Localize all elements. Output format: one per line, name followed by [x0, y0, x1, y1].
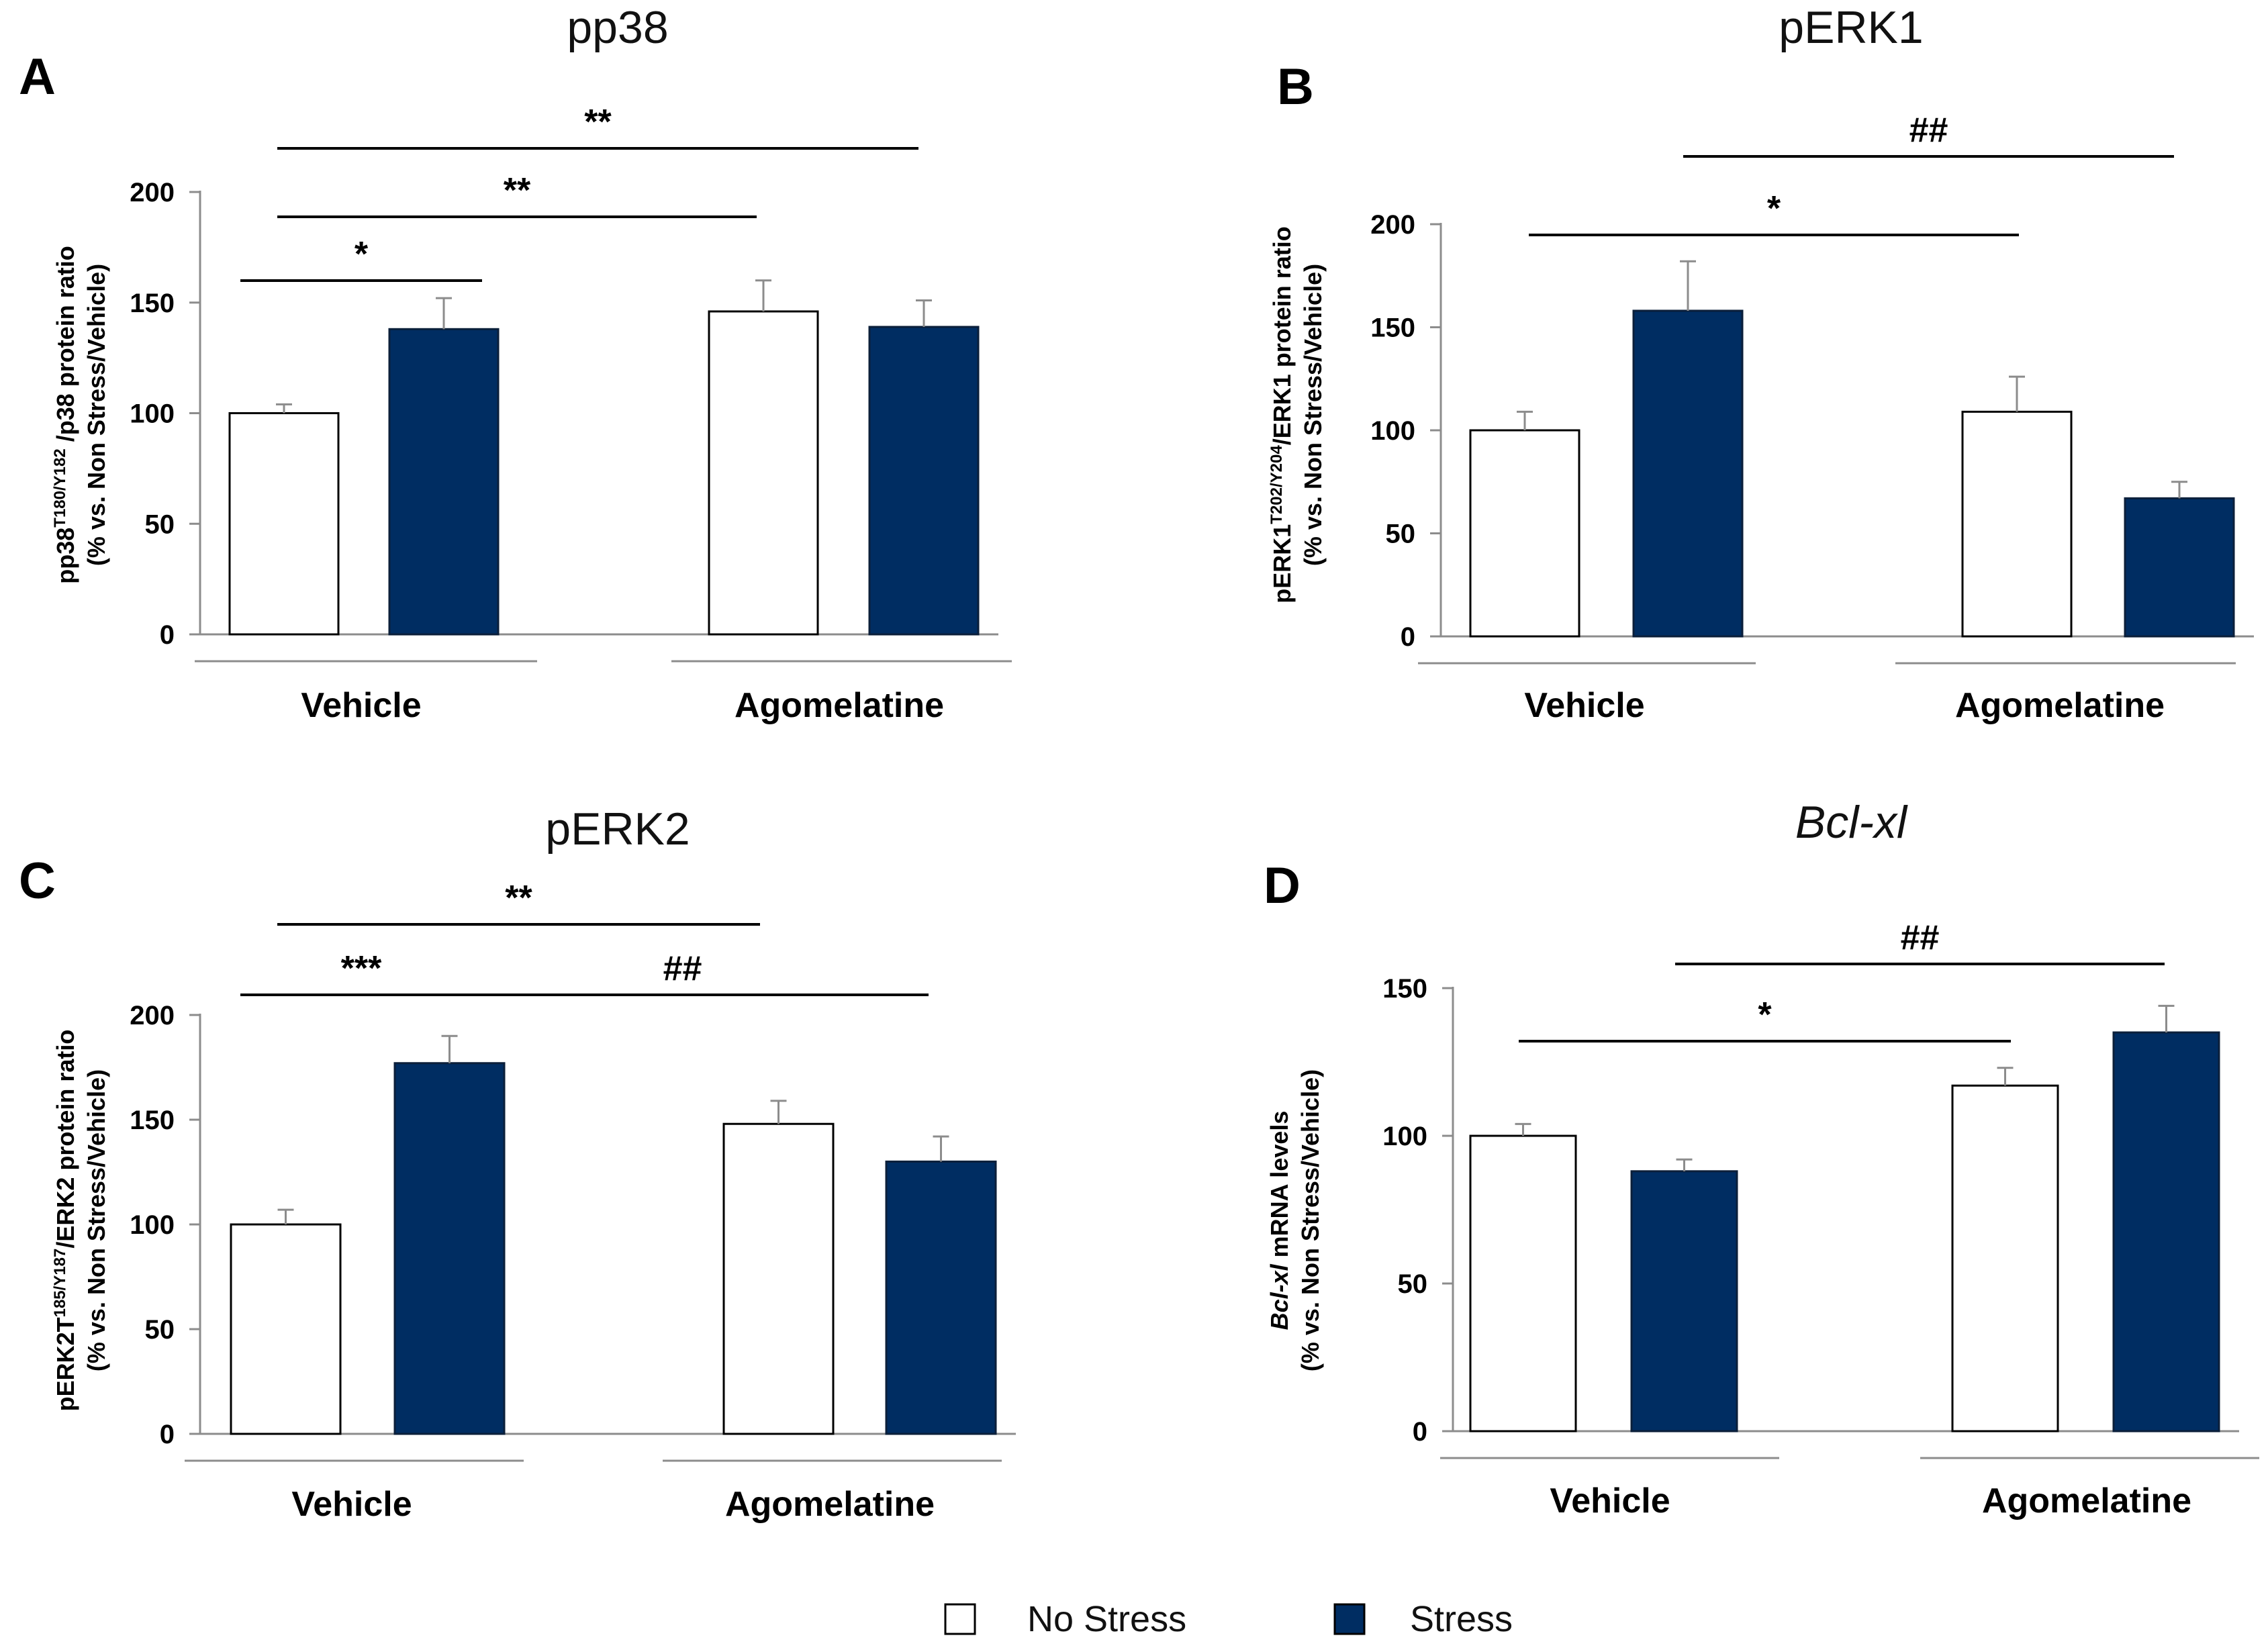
chart-title: pp38 [567, 2, 668, 53]
panel-letter: A [19, 48, 56, 105]
x-tick-label: Vehicle [291, 1485, 412, 1524]
y-axis-label-line1: Bcl-xl mRNA levels [1266, 1111, 1293, 1330]
y-label-text: pERK2T [52, 1317, 79, 1411]
legend-swatch [944, 1603, 976, 1635]
y-axis-label-line2: (% vs. Non Stress/Vehicle) [1296, 1069, 1324, 1371]
x-tick-label: Vehicle [1550, 1482, 1670, 1520]
y-tick-label: 200 [130, 1001, 175, 1030]
y-tick-label: 0 [160, 620, 175, 650]
significance-label: ## [663, 949, 702, 988]
panel-letter: D [1264, 857, 1301, 914]
y-tick-label: 150 [1370, 313, 1415, 343]
bar-no-stress-vehicle [1469, 1134, 1577, 1433]
y-tick-label: 100 [1370, 416, 1415, 446]
significance-label: *** [341, 949, 382, 988]
chart-title: Bcl-xl [1795, 797, 1908, 848]
y-axis-label: Bcl-xl mRNA levels (% vs. Non Stress/Vehi… [1266, 1069, 1324, 1371]
bar-no-stress-vehicle [230, 1223, 342, 1435]
panel-d: D Bcl-xl 0 50 100 150 Vehicle Agomelatine Bcl-xl… [1264, 797, 2259, 1520]
y-label-text: pERK1 [1268, 524, 1296, 603]
x-tick-label: Agomelatine [725, 1485, 935, 1524]
significance-label: ## [1901, 918, 1940, 957]
bar-stress-agomelatine [2112, 1031, 2220, 1433]
bar-no-stress-agomelatine [1951, 1084, 2059, 1433]
legend-label: No Stress [1027, 1599, 1186, 1639]
y-tick-label: 50 [1386, 520, 1416, 549]
y-tick-label: 200 [130, 178, 175, 207]
bar-stress-agomelatine [868, 326, 980, 636]
x-tick-label: Agomelatine [1955, 686, 2165, 725]
bar-no-stress-agomelatine [708, 310, 819, 636]
significance-label: * [1767, 189, 1781, 228]
y-label-text: mRNA levels [1266, 1111, 1293, 1265]
bar-stress-agomelatine [885, 1160, 997, 1435]
x-tick-label: Agomelatine [735, 686, 944, 725]
y-axis-label-line2: (% vs. Non Stress/Vehicle) [1299, 264, 1327, 566]
y-axis-label-line1: pERK1T202/Y204/ERK1 protein ratio [1268, 226, 1296, 603]
y-tick-label: 50 [145, 510, 175, 539]
y-label-text: /p38 protein ratio [52, 246, 79, 448]
significance-label: ** [504, 171, 531, 210]
y-label-text: pp38 [52, 528, 79, 584]
y-label-superscript: T180/Y182 [51, 448, 69, 527]
y-tick-label: 100 [1382, 1122, 1427, 1151]
chart-title: pERK2 [545, 804, 690, 855]
bar-stress-vehicle [393, 1062, 506, 1435]
legend-swatch [1333, 1603, 1366, 1635]
panel-letter: B [1277, 58, 1314, 115]
y-tick-label: 100 [130, 399, 175, 429]
y-axis-label: pp38T180/Y182 /p38 protein ratio (% vs. N… [51, 246, 111, 584]
bar-stress-agomelatine [2124, 497, 2235, 638]
legend-label: Stress [1410, 1599, 1513, 1639]
bar-no-stress-vehicle [1469, 429, 1580, 638]
y-axis-label-line1: pp38T180/Y182 /p38 protein ratio [51, 246, 80, 584]
y-tick-label: 150 [1382, 974, 1427, 1004]
y-tick-label: 150 [130, 1106, 175, 1135]
x-tick-label: Agomelatine [1982, 1482, 2191, 1520]
y-label-superscript: 185/Y187 [51, 1249, 69, 1318]
panel-letter: C [19, 853, 56, 910]
y-label-text: /ERK1 protein ratio [1268, 226, 1296, 445]
y-axis-label: pERK1T202/Y204/ERK1 protein ratio (% vs. … [1268, 226, 1327, 603]
significance-label: ** [505, 879, 532, 918]
significance-label: ## [1909, 111, 1948, 150]
y-tick-label: 150 [130, 289, 175, 318]
y-label-superscript: T202/Y204 [1268, 445, 1286, 524]
bar-no-stress-agomelatine [722, 1122, 835, 1435]
chart-title: pERK1 [1779, 2, 1923, 53]
bar-stress-vehicle [1632, 309, 1744, 638]
bar-stress-vehicle [388, 328, 500, 636]
y-axis-label: pERK2T185/Y187/ERK2 protein ratio (% vs. … [51, 1030, 111, 1412]
y-tick-label: 50 [145, 1315, 175, 1345]
bar-no-stress-agomelatine [1961, 410, 2073, 638]
bar-no-stress-vehicle [228, 412, 340, 636]
y-tick-label: 0 [160, 1420, 175, 1449]
significance-label: ** [584, 103, 612, 142]
y-tick-label: 200 [1370, 210, 1415, 240]
y-tick-label: 0 [1413, 1417, 1427, 1447]
significance-label: * [1758, 996, 1772, 1034]
legend: No Stress Stress [944, 1599, 1513, 1639]
y-axis-label-line1: pERK2T185/Y187/ERK2 protein ratio [51, 1030, 80, 1412]
y-tick-label: 100 [130, 1210, 175, 1240]
x-tick-label: Vehicle [1524, 686, 1644, 725]
y-label-text: Bcl-xl [1266, 1263, 1293, 1330]
x-tick-label: Vehicle [301, 686, 421, 725]
y-label-text: /ERK2 protein ratio [52, 1030, 79, 1249]
bar-stress-vehicle [1630, 1170, 1738, 1433]
y-axis-label-line2: (% vs. Non Stress/Vehicle) [83, 264, 110, 566]
y-axis-label-line2: (% vs. Non Stress/Vehicle) [83, 1069, 110, 1371]
y-tick-label: 0 [1401, 622, 1415, 652]
y-tick-label: 50 [1398, 1269, 1428, 1299]
significance-label: * [355, 235, 369, 274]
